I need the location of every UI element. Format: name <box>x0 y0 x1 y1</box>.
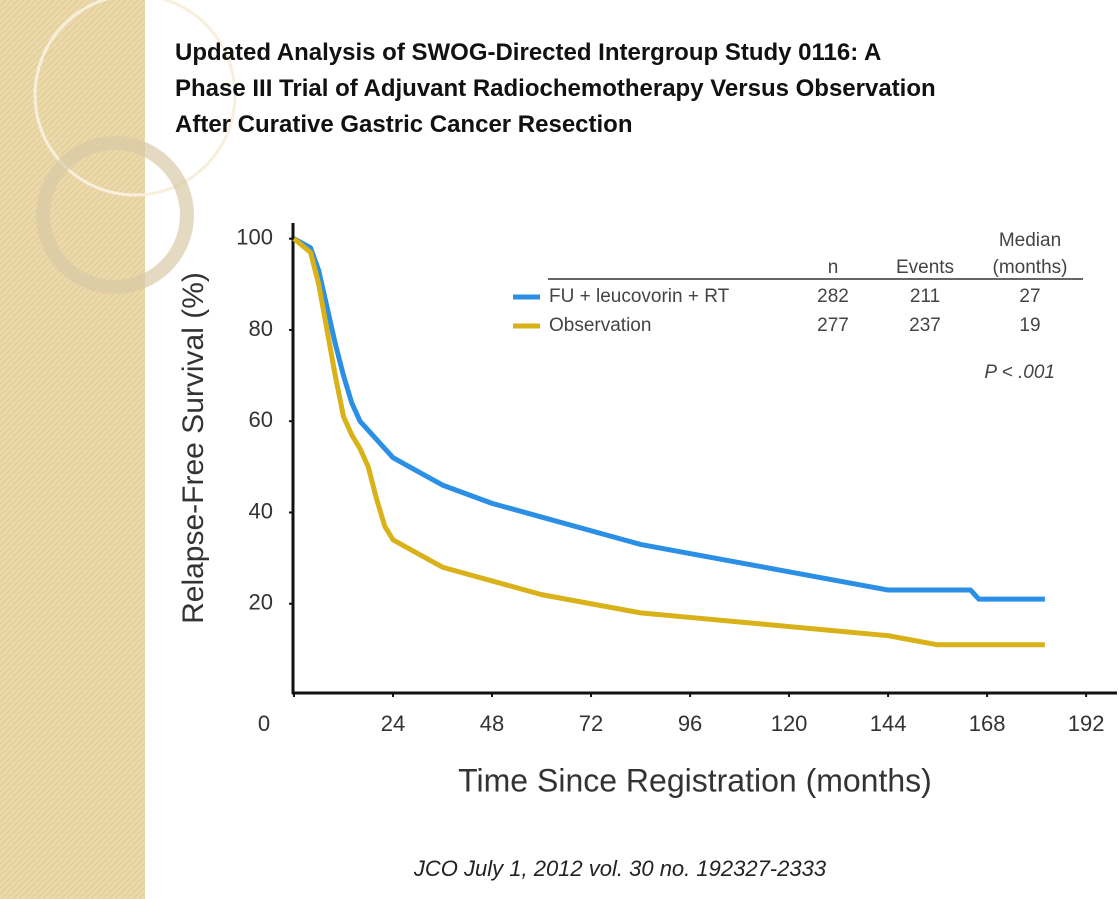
x-tick-label: 48 <box>480 711 504 736</box>
y-tick-label: 60 <box>249 407 273 432</box>
source: JCO July 1, 2012 vol. 30 no. 192327-2333 <box>413 856 827 881</box>
legend-header: (months) <box>993 257 1068 278</box>
legend-median: 27 <box>1019 286 1040 307</box>
legend-label: Observation <box>549 315 651 336</box>
x-tick-label: 192 <box>1068 711 1105 736</box>
title-line: Phase III Trial of Adjuvant Radiochemoth… <box>175 75 936 102</box>
title-line: After Curative Gastric Cancer Resection <box>175 111 633 138</box>
x-axis-title: Time Since Registration (months) <box>458 762 932 798</box>
legend-header: Median <box>999 230 1061 251</box>
y-tick-label: 100 <box>236 225 273 250</box>
y-tick-label: 20 <box>249 590 273 615</box>
x-tick-label: 168 <box>969 711 1006 736</box>
legend-n: 277 <box>817 315 849 336</box>
slide: Updated Analysis of SWOG-Directed Interg… <box>0 0 1119 899</box>
legend-header: Events <box>896 257 954 278</box>
x-tick-label: 144 <box>870 711 907 736</box>
y-tick-label: 40 <box>249 498 273 523</box>
title: Updated Analysis of SWOG-Directed Interg… <box>175 39 936 138</box>
legend-n: 282 <box>817 286 849 307</box>
p-value: P < .001 <box>984 362 1055 383</box>
x-tick-label: 0 <box>258 711 270 736</box>
side-strip <box>0 0 145 899</box>
y-axis-title: Relapse-Free Survival (%) <box>177 272 210 624</box>
legend-events: 237 <box>909 315 941 336</box>
legend-header: n <box>828 257 839 278</box>
y-tick-label: 80 <box>249 316 273 341</box>
legend-label: FU + leucovorin + RT <box>549 286 730 307</box>
x-tick-label: 72 <box>579 711 603 736</box>
legend-events: 211 <box>910 286 940 307</box>
title-line: Updated Analysis of SWOG-Directed Interg… <box>175 39 881 66</box>
x-tick-label: 24 <box>381 711 405 736</box>
x-tick-label: 96 <box>678 711 702 736</box>
legend-median: 19 <box>1019 315 1040 336</box>
x-tick-label: 120 <box>771 711 808 736</box>
